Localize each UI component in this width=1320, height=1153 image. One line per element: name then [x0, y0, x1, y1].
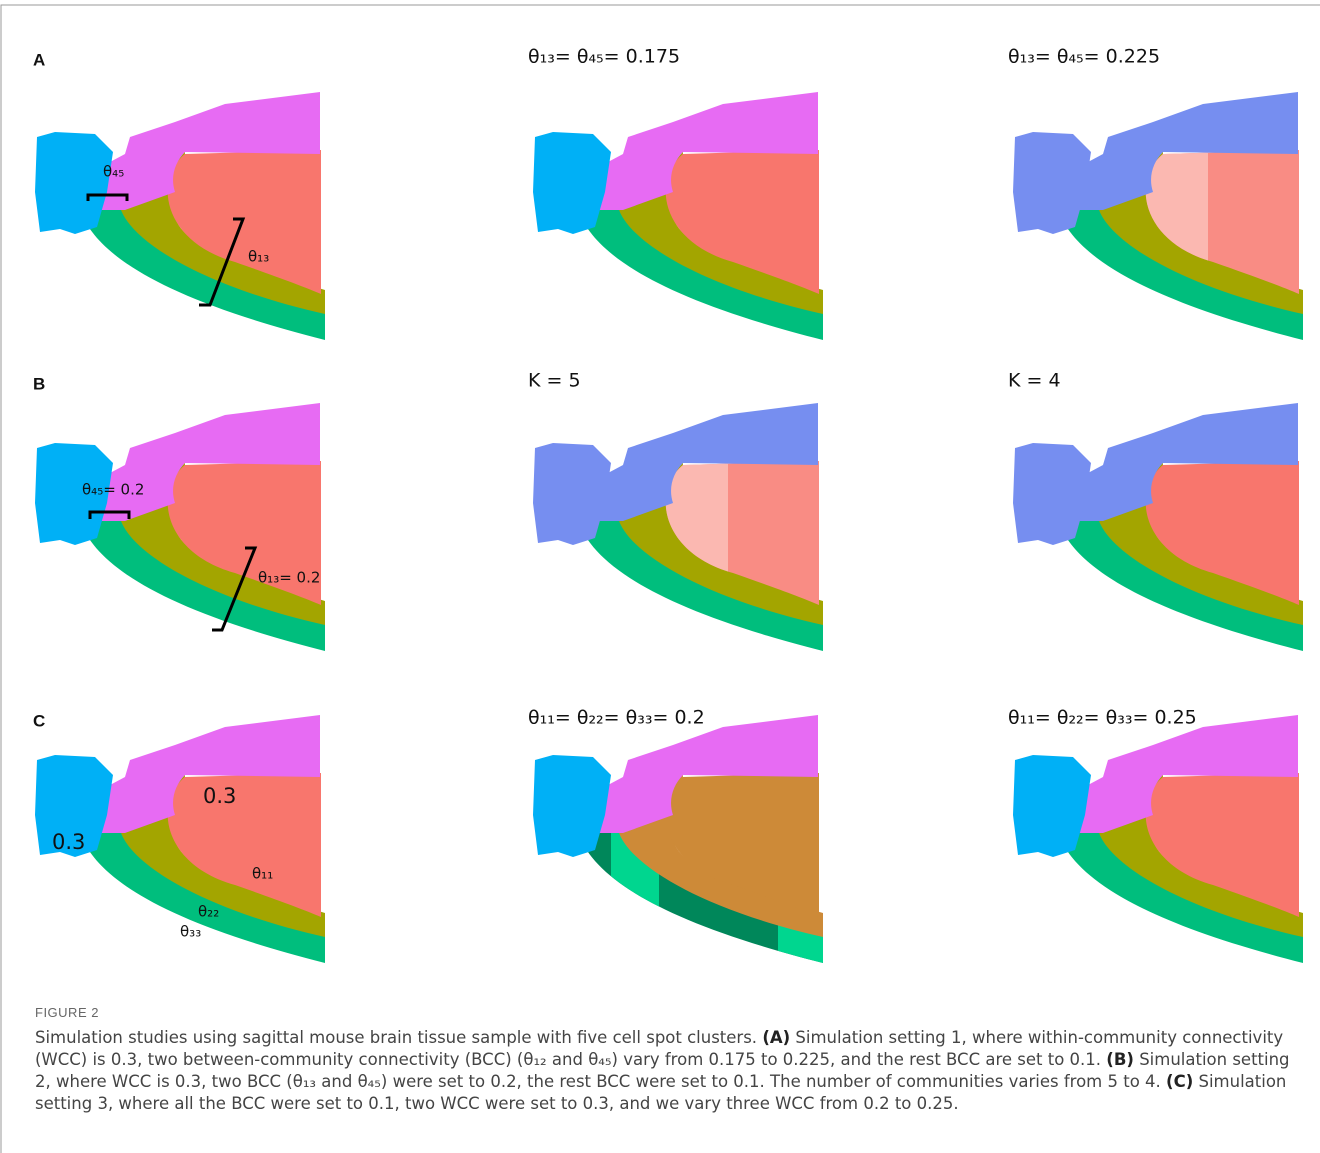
tissue-plot	[533, 403, 823, 651]
annotation: 0.3	[52, 830, 85, 854]
annotation: 0.3	[203, 784, 236, 808]
tissue-plot	[1013, 715, 1303, 963]
caption: Simulation studies using sagittal mouse …	[35, 1027, 1310, 1115]
tissue-plot	[1013, 403, 1303, 651]
annotation: θ₁₃= 0.2	[258, 569, 320, 587]
tissue-plot	[35, 92, 325, 340]
panel-title: θ₁₃= θ₄₅= 0.225	[1008, 46, 1160, 68]
panel-title: K = 5	[528, 370, 581, 392]
panel-title: θ₁₁= θ₂₂= θ₃₃= 0.2	[528, 707, 705, 729]
panel-title: θ₁₃= θ₄₅= 0.175	[528, 46, 680, 68]
caption-ref: (C)	[1166, 1072, 1193, 1091]
panel-label: C	[33, 711, 45, 730]
figure-graphics: Aθ₁₃= θ₄₅= 0.175 θ₁₃= θ₄₅= 0.225 B K = 5 K =…	[0, 0, 1320, 1153]
annotation: θ₄₅	[103, 163, 124, 181]
caption-text: Simulation studies using sagittal mouse …	[35, 1028, 762, 1047]
panel-label: A	[33, 50, 45, 69]
caption-ref: (B)	[1106, 1050, 1134, 1069]
panel-label: B	[33, 374, 45, 393]
panel-title: θ₁₁= θ₂₂= θ₃₃= 0.25	[1008, 707, 1197, 729]
caption-ref: (A)	[762, 1028, 790, 1047]
annotation: θ₂₂	[198, 903, 219, 921]
figure-label: FIGURE 2	[35, 1005, 99, 1020]
annotation: θ₄₅= 0.2	[82, 481, 144, 499]
tissue-plot	[533, 92, 823, 340]
annotation: θ₁₃	[248, 248, 269, 266]
annotation: θ₃₃	[180, 923, 201, 941]
annotation: θ₁₁	[252, 865, 273, 883]
figure: Aθ₁₃= θ₄₅= 0.175 θ₁₃= θ₄₅= 0.225 B K = 5 K =…	[0, 0, 1320, 1153]
tissue-plot	[533, 715, 823, 963]
tissue-plot	[1013, 92, 1303, 340]
tissue-plot	[35, 403, 325, 651]
panel-title: K = 4	[1008, 370, 1061, 392]
